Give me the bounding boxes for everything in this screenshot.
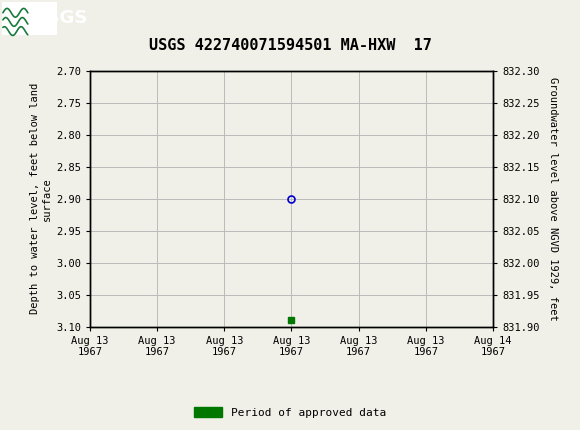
Y-axis label: Groundwater level above NGVD 1929, feet: Groundwater level above NGVD 1929, feet (548, 77, 558, 321)
Y-axis label: Depth to water level, feet below land
surface: Depth to water level, feet below land su… (30, 83, 52, 314)
Legend: Period of approved data: Period of approved data (190, 403, 390, 422)
Bar (2, 2, 57, 35)
Text: USGS: USGS (32, 9, 87, 27)
Text: USGS 422740071594501 MA-HXW  17: USGS 422740071594501 MA-HXW 17 (148, 38, 432, 52)
